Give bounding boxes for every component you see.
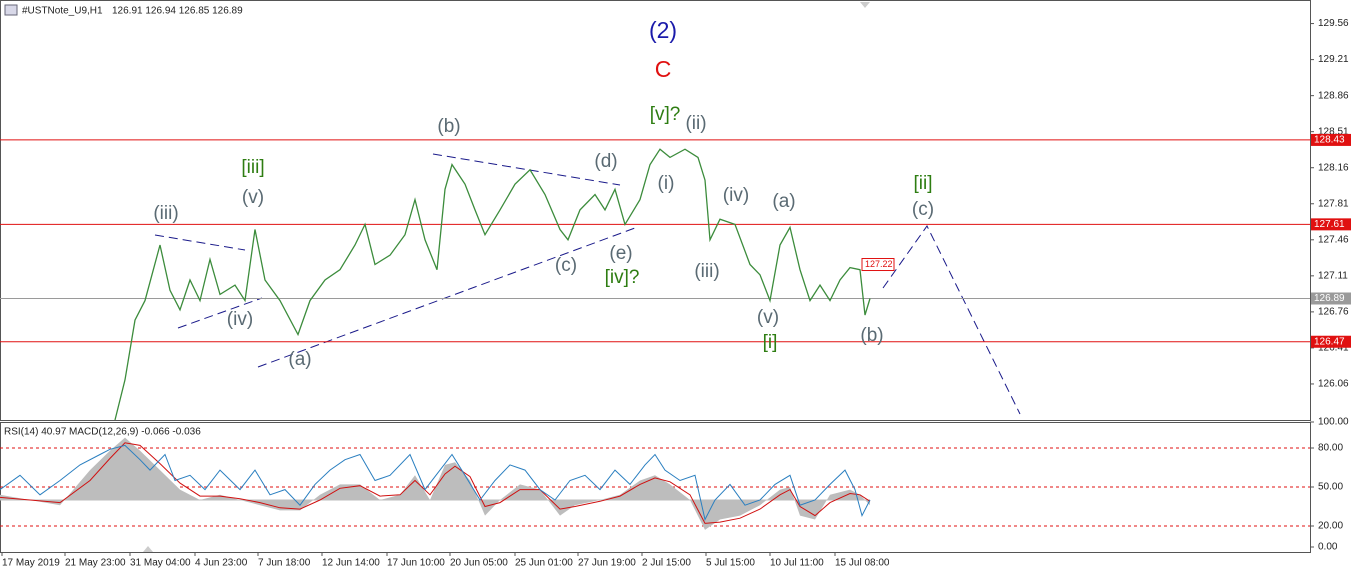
indicator-line: [0, 442, 871, 524]
trendline: [154, 234, 246, 251]
wave-label: (ii): [685, 113, 706, 134]
wave-label: [i]: [763, 332, 778, 353]
wave-label: (iii): [694, 261, 719, 282]
shift-marker: [860, 2, 870, 8]
wave-label: (d): [594, 151, 617, 172]
wave-label: [ii]: [914, 173, 933, 194]
x-tick-label: 27 Jun 19:00: [578, 558, 636, 569]
wave-label: (2): [649, 17, 677, 43]
wave-label: (b): [860, 325, 883, 346]
price-pane: [0, 0, 1311, 421]
shift-marker: [143, 546, 153, 552]
trendlines: [154, 153, 1021, 415]
x-tick-label: 17 Jun 10:00: [387, 558, 445, 569]
y-tick-label: 80.00: [1318, 443, 1343, 454]
ohlc: 126.91 126.94 126.85 126.89: [112, 6, 243, 17]
x-tick-label: 4 Jun 23:00: [195, 558, 248, 569]
projection: [882, 225, 1021, 415]
y-tick-label: 20.00: [1318, 521, 1343, 532]
x-tick-label: 12 Jun 14:00: [322, 558, 380, 569]
x-tick-label: 21 May 23:00: [65, 558, 126, 569]
y-tick-label: 0.00: [1318, 542, 1338, 553]
wave-label: [iii]: [241, 157, 264, 178]
trendline: [432, 153, 621, 186]
wave-label: C: [655, 56, 672, 82]
y-tick-label: 126.06: [1318, 379, 1349, 390]
y-tick-label: 128.51: [1318, 126, 1349, 137]
wave-label: [iv]?: [605, 267, 640, 288]
wave-label: (e): [609, 243, 632, 264]
x-tick-label: 2 Jul 15:00: [642, 558, 691, 569]
x-tick-label: 17 May 2019: [2, 558, 60, 569]
wave-label: (iii): [153, 203, 178, 224]
y-tick-label: 127.11: [1318, 270, 1348, 281]
level-box: [1311, 335, 1351, 348]
indicator-line: [0, 444, 871, 521]
trendline: [257, 227, 636, 368]
price-marker-box: [861, 258, 895, 272]
wave-label: (c): [912, 199, 934, 220]
level-label: 128.43: [1314, 135, 1345, 146]
wave-label: (iv): [227, 309, 253, 330]
wave-label: (iv): [723, 185, 749, 206]
x-tick-label: 5 Jul 15:00: [706, 558, 755, 569]
wave-label: (b): [437, 116, 460, 137]
level-box: [1311, 218, 1351, 231]
wave-label: (v): [757, 307, 779, 328]
indicator-title: RSI(14) 40.97 MACD(12,26,9) -0.066 -0.03…: [4, 427, 201, 438]
level-box: [1311, 133, 1351, 146]
y-tick-label: 100.00: [1318, 417, 1349, 428]
wave-label: (c): [555, 255, 577, 276]
y-tick-label: 127.46: [1318, 234, 1349, 245]
level-label: 127.61: [1314, 219, 1345, 230]
y-tick-label: 127.81: [1318, 198, 1349, 209]
y-tick-label: 126.41: [1318, 343, 1349, 354]
level-label: 126.89: [1314, 293, 1345, 304]
y-tick-label: 50.00: [1318, 482, 1343, 493]
y-tick-label: 126.76: [1318, 307, 1349, 318]
y-tick-label: 129.56: [1318, 18, 1349, 29]
price-line: [114, 148, 871, 421]
level-box: [1311, 292, 1351, 305]
y-tick-label: 129.21: [1318, 54, 1349, 65]
wave-label: (v): [242, 187, 264, 208]
x-tick-label: 10 Jul 11:00: [770, 558, 824, 569]
chart-title: #USTNote_U9,H1: [22, 6, 103, 17]
x-tick-label: 7 Jun 18:00: [258, 558, 311, 569]
symbol-icon: [4, 4, 18, 16]
x-tick-label: 15 Jul 08:00: [835, 558, 890, 569]
trendline: [177, 297, 263, 329]
wave-label: [v]?: [650, 104, 681, 125]
y-tick-label: 128.16: [1318, 162, 1349, 173]
wave-label: (i): [658, 173, 675, 194]
x-tick-label: 20 Jun 05:00: [450, 558, 508, 569]
x-tick-label: 31 May 04:00: [130, 558, 191, 569]
level-label: 126.47: [1314, 336, 1345, 347]
x-tick-label: 25 Jun 01:00: [515, 558, 573, 569]
price-marker-label: 127.22: [865, 259, 893, 269]
y-tick-label: 128.86: [1318, 90, 1349, 101]
wave-label: (a): [772, 191, 795, 212]
wave-label: (a): [288, 349, 311, 370]
